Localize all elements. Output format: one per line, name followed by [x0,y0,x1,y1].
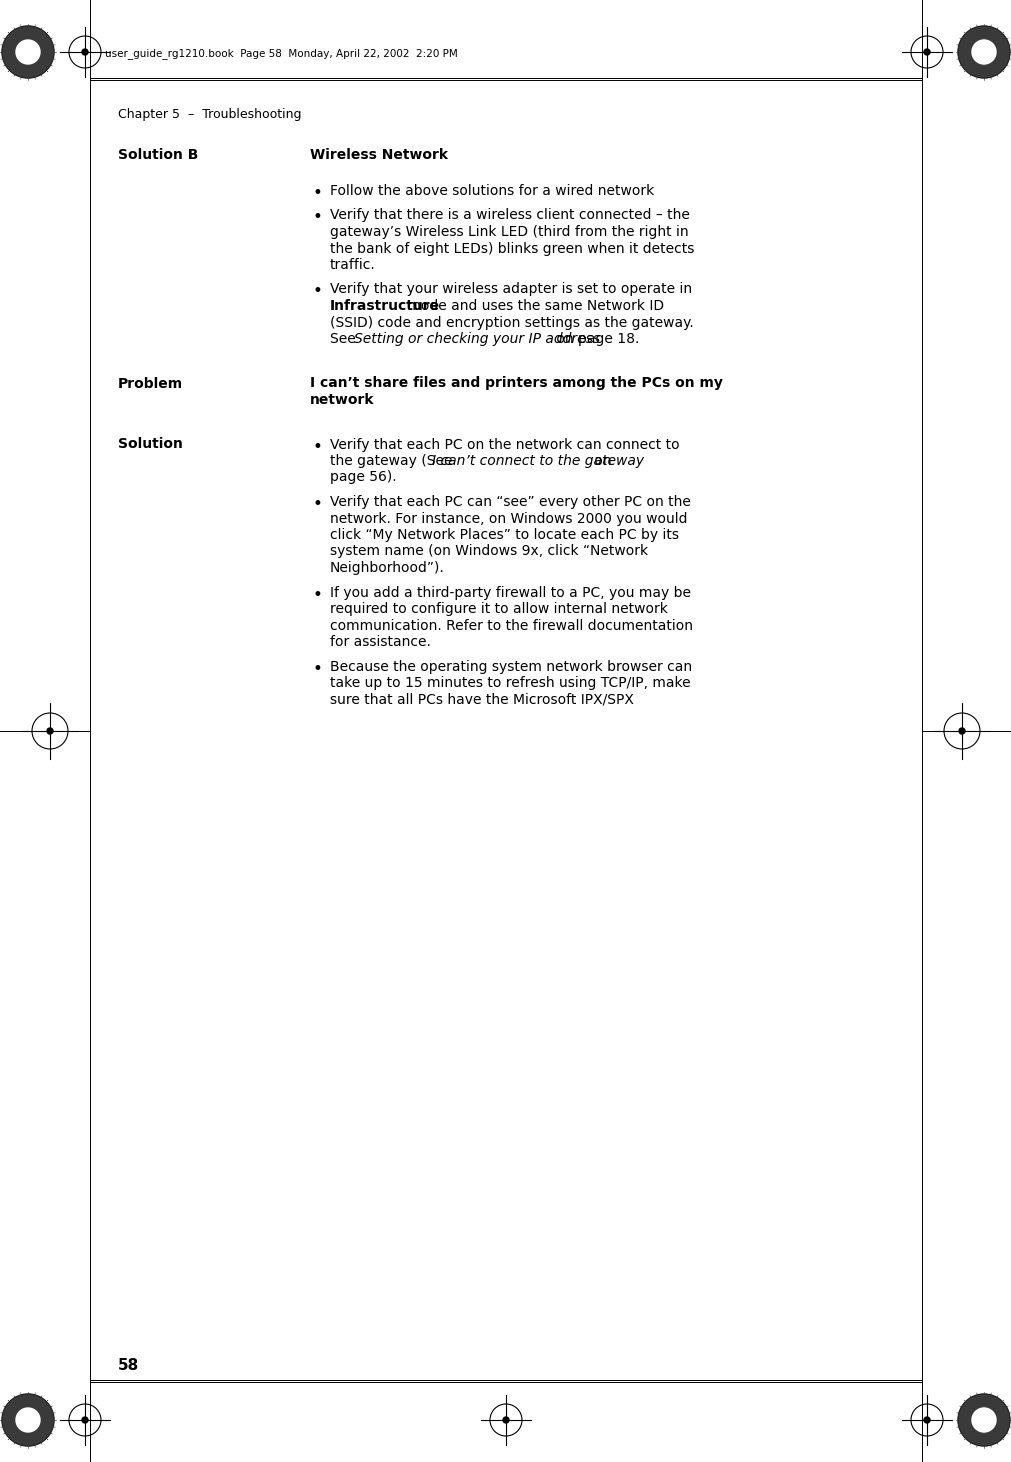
Circle shape [923,50,929,56]
Text: •: • [312,209,323,227]
Text: user_guide_rg1210.book  Page 58  Monday, April 22, 2002  2:20 PM: user_guide_rg1210.book Page 58 Monday, A… [105,48,457,60]
Text: I can’t share files and printers among the PCs on my: I can’t share files and printers among t… [309,377,722,390]
Text: network: network [309,393,374,406]
Text: See: See [330,332,360,346]
Text: mode and uses the same Network ID: mode and uses the same Network ID [402,300,663,313]
Text: •: • [312,184,323,202]
Text: required to configure it to allow internal network: required to configure it to allow intern… [330,602,667,616]
Polygon shape [957,26,1009,77]
Polygon shape [2,26,54,77]
Text: page 56).: page 56). [330,471,396,484]
Circle shape [958,728,964,734]
Circle shape [971,1408,995,1431]
Text: Neighborhood”).: Neighborhood”). [330,561,444,575]
Circle shape [82,50,88,56]
Circle shape [16,1408,40,1431]
Text: Wireless Network: Wireless Network [309,148,448,162]
Text: Verify that your wireless adapter is set to operate in: Verify that your wireless adapter is set… [330,282,692,297]
Text: •: • [312,437,323,456]
Text: for assistance.: for assistance. [330,635,431,649]
Text: on: on [589,455,611,468]
Text: Setting or checking your IP address: Setting or checking your IP address [354,332,600,346]
Text: Solution: Solution [118,437,183,452]
Text: gateway’s Wireless Link LED (third from the right in: gateway’s Wireless Link LED (third from … [330,225,687,238]
Text: If you add a third-party firewall to a PC, you may be: If you add a third-party firewall to a P… [330,585,691,599]
Circle shape [502,1417,509,1423]
Text: Verify that each PC can “see” every other PC on the: Verify that each PC can “see” every othe… [330,496,691,509]
Text: Chapter 5  –  Troubleshooting: Chapter 5 – Troubleshooting [118,108,301,121]
Text: •: • [312,659,323,677]
Text: the bank of eight LEDs) blinks green when it detects: the bank of eight LEDs) blinks green whe… [330,241,694,256]
Text: network. For instance, on Windows 2000 you would: network. For instance, on Windows 2000 y… [330,512,686,525]
Text: the gateway (See: the gateway (See [330,455,456,468]
Text: Verify that each PC on the network can connect to: Verify that each PC on the network can c… [330,437,679,452]
Text: Solution B: Solution B [118,148,198,162]
Text: •: • [312,585,323,604]
Text: Infrastructure: Infrastructure [330,300,440,313]
Text: 58: 58 [118,1358,140,1373]
Polygon shape [957,1393,1009,1446]
Circle shape [47,728,53,734]
Text: I can’t connect to the gateway: I can’t connect to the gateway [432,455,643,468]
Text: system name (on Windows 9x, click “Network: system name (on Windows 9x, click “Netwo… [330,544,647,558]
Text: traffic.: traffic. [330,257,375,272]
Text: •: • [312,282,323,301]
Text: Problem: Problem [118,377,183,390]
Text: sure that all PCs have the Microsoft IPX/SPX: sure that all PCs have the Microsoft IPX… [330,693,633,706]
Text: click “My Network Places” to locate each PC by its: click “My Network Places” to locate each… [330,528,678,542]
Polygon shape [2,1393,54,1446]
Text: Follow the above solutions for a wired network: Follow the above solutions for a wired n… [330,184,653,197]
Text: take up to 15 minutes to refresh using TCP/IP, make: take up to 15 minutes to refresh using T… [330,675,690,690]
Text: Because the operating system network browser can: Because the operating system network bro… [330,659,692,674]
Text: (SSID) code and encryption settings as the gateway.: (SSID) code and encryption settings as t… [330,316,694,329]
Text: Verify that there is a wireless client connected – the: Verify that there is a wireless client c… [330,209,690,222]
Circle shape [16,39,40,64]
Text: on page 18.: on page 18. [551,332,639,346]
Text: communication. Refer to the firewall documentation: communication. Refer to the firewall doc… [330,618,693,633]
Circle shape [923,1417,929,1423]
Circle shape [971,39,995,64]
Circle shape [82,1417,88,1423]
Text: •: • [312,496,323,513]
